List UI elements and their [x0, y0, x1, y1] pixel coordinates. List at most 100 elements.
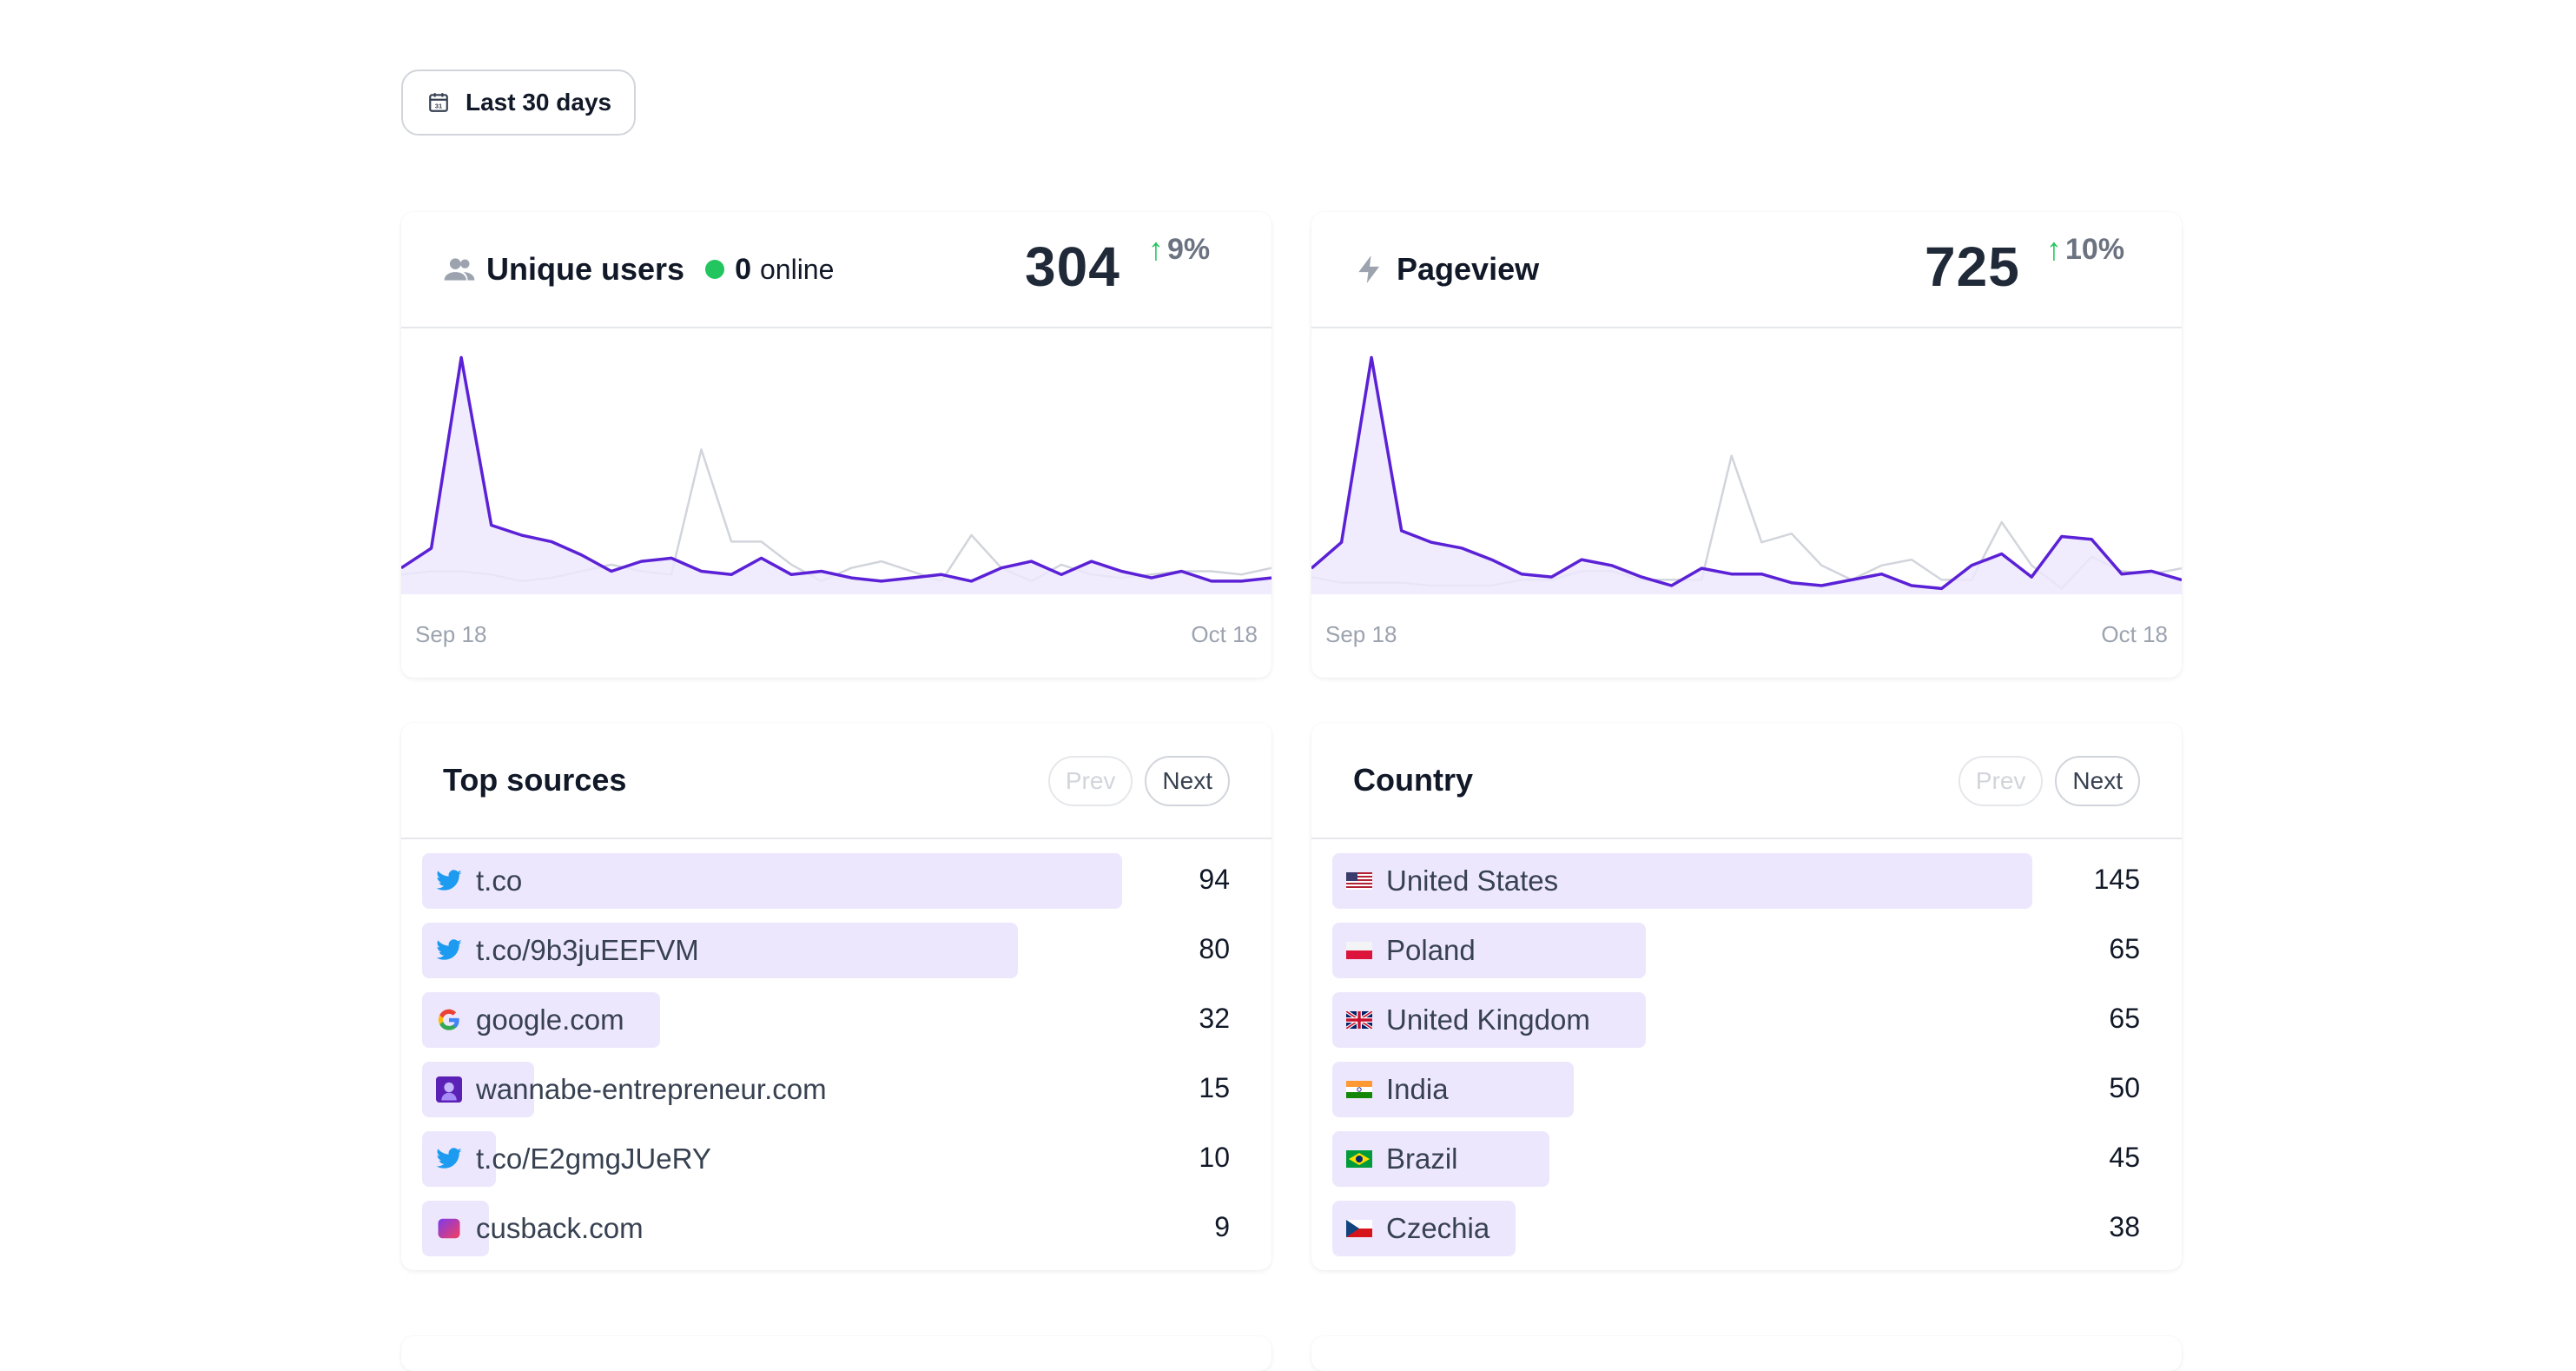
- chart-end-label: Oct 18: [1191, 621, 1258, 647]
- online-indicator: 0 online: [705, 253, 834, 287]
- row-value: 9: [1214, 1211, 1230, 1242]
- next-row-card-right: [1311, 1336, 2182, 1371]
- row-value: 38: [2109, 1211, 2140, 1242]
- list-item[interactable]: United States 145: [1332, 853, 2161, 923]
- row-label: t.co/E2gmgJUeRY: [434, 1131, 711, 1187]
- date-range-label: Last 30 days: [466, 89, 612, 116]
- chart-start-label: Sep 18: [1325, 621, 1397, 647]
- list-item[interactable]: wannabe-entrepreneur.com 15: [422, 1062, 1251, 1131]
- row-value: 80: [1199, 933, 1230, 964]
- online-count: 0: [735, 252, 751, 286]
- arrow-up-icon: ↑: [2046, 231, 2062, 267]
- pageview-title: Pageview: [1353, 251, 1539, 288]
- row-label: Poland: [1344, 923, 1476, 978]
- top-sources-pager: Prev Next: [1047, 756, 1230, 806]
- brazil-flag-icon: [1344, 1144, 1374, 1174]
- row-label: google.com: [434, 992, 624, 1048]
- row-value: 32: [1199, 1003, 1230, 1034]
- google-icon: [434, 1005, 464, 1035]
- uk-flag-icon: [1344, 1005, 1374, 1035]
- calendar-icon: 31: [429, 93, 448, 112]
- unique-users-label: Unique users: [486, 251, 685, 287]
- value-bar: [422, 992, 661, 1048]
- unique-users-delta: ↑ 9%: [1148, 231, 1210, 268]
- value-bar: [1332, 992, 1647, 1048]
- row-label: Brazil: [1344, 1131, 1458, 1187]
- row-label: t.co/9b3juEEFVM: [434, 923, 699, 978]
- row-value: 15: [1199, 1072, 1230, 1103]
- country-header: Country Prev Next: [1311, 723, 2182, 839]
- next-button[interactable]: Next: [1145, 756, 1230, 806]
- list-item[interactable]: t.co/E2gmgJUeRY 10: [422, 1131, 1251, 1201]
- next-button[interactable]: Next: [2055, 756, 2140, 806]
- prev-button[interactable]: Prev: [1047, 756, 1133, 806]
- list-item[interactable]: t.co/9b3juEEFVM 80: [422, 923, 1251, 992]
- list-item[interactable]: United Kingdom 65: [1332, 992, 2161, 1062]
- row-value: 50: [2109, 1072, 2140, 1103]
- country-list: United States 145 Poland 65 United Kingdom 65…: [1311, 839, 2182, 1270]
- country-title: Country: [1353, 762, 1473, 798]
- row-label-text: cusback.com: [476, 1212, 644, 1244]
- twitter-icon: [434, 1144, 464, 1174]
- list-item[interactable]: Brazil 45: [1332, 1131, 2161, 1201]
- unique-users-chart-svg: [401, 355, 1271, 594]
- row-label: cusback.com: [434, 1201, 644, 1256]
- online-dot-icon: [705, 260, 725, 279]
- row-value: 65: [2109, 1003, 2140, 1034]
- series-area: [1311, 357, 2182, 594]
- pageview-delta: ↑ 10%: [2046, 231, 2124, 268]
- date-range-button[interactable]: 31 Last 30 days: [401, 70, 636, 136]
- unique-users-card: Unique users 0 online 304 ↑ 9% Sep 18 Oc…: [401, 212, 1271, 678]
- row-label: United Kingdom: [1344, 992, 1590, 1048]
- online-label: online: [759, 253, 835, 285]
- row-label: United States: [1344, 853, 1558, 909]
- unique-users-value: 304: [1025, 235, 1120, 298]
- unique-users-title: Unique users: [443, 251, 684, 288]
- current-period-line: [1311, 355, 2182, 591]
- pageview-value: 725: [1925, 235, 2020, 298]
- list-item[interactable]: t.co 94: [422, 853, 1251, 923]
- row-label-text: wannabe-entrepreneur.com: [476, 1073, 827, 1105]
- bolt-icon: [1358, 255, 1380, 283]
- row-label-text: t.co: [476, 864, 523, 897]
- list-item[interactable]: Czechia 38: [1332, 1201, 2161, 1270]
- wannabe-icon: [434, 1075, 464, 1104]
- top-sources-header: Top sources Prev Next: [401, 723, 1271, 839]
- pageview-chart-svg: [1311, 355, 2182, 594]
- row-label: India: [1344, 1062, 1449, 1117]
- unique-users-header: Unique users 0 online 304 ↑ 9%: [401, 212, 1271, 328]
- top-sources-list: t.co 94 t.co/9b3juEEFVM 80 google.com 32 wanna…: [401, 839, 1271, 1270]
- twitter-icon: [434, 936, 464, 965]
- row-value: 10: [1199, 1142, 1230, 1173]
- row-value: 145: [2093, 864, 2140, 895]
- row-value: 65: [2109, 933, 2140, 964]
- czechia-flag-icon: [1344, 1214, 1374, 1243]
- cusback-icon: [434, 1214, 464, 1243]
- svg-text:31: 31: [435, 103, 442, 110]
- pageview-card: Pageview 725 ↑ 10% Sep 18 Oct 18: [1311, 212, 2182, 678]
- row-label-text: Poland: [1386, 934, 1476, 966]
- row-label-text: Czechia: [1386, 1212, 1490, 1244]
- pageview-header: Pageview 725 ↑ 10%: [1311, 212, 2182, 328]
- next-row-card-left: [401, 1336, 1271, 1371]
- unique-users-delta-value: 9%: [1167, 232, 1211, 266]
- row-label-text: India: [1386, 1073, 1449, 1105]
- list-item[interactable]: google.com 32: [422, 992, 1251, 1062]
- row-label: Czechia: [1344, 1201, 1489, 1256]
- list-item[interactable]: cusback.com 9: [422, 1201, 1251, 1270]
- prev-button[interactable]: Prev: [1958, 756, 2044, 806]
- list-item[interactable]: Poland 65: [1332, 923, 2161, 992]
- series-area: [401, 357, 1271, 594]
- pageview-delta-value: 10%: [2065, 232, 2125, 266]
- pageview-label: Pageview: [1397, 251, 1540, 287]
- list-item[interactable]: India 50: [1332, 1062, 2161, 1131]
- row-value: 45: [2109, 1142, 2140, 1173]
- row-label-text: United Kingdom: [1386, 1003, 1590, 1036]
- value-bar: [422, 853, 1122, 909]
- top-sources-card: Top sources Prev Next t.co 94 t.co/9b3juEE…: [401, 723, 1271, 1270]
- row-label: t.co: [434, 853, 522, 909]
- value-bar: [422, 923, 1018, 978]
- chart-end-label: Oct 18: [2101, 621, 2168, 647]
- twitter-icon: [434, 866, 464, 896]
- row-label-text: t.co/9b3juEEFVM: [476, 934, 699, 966]
